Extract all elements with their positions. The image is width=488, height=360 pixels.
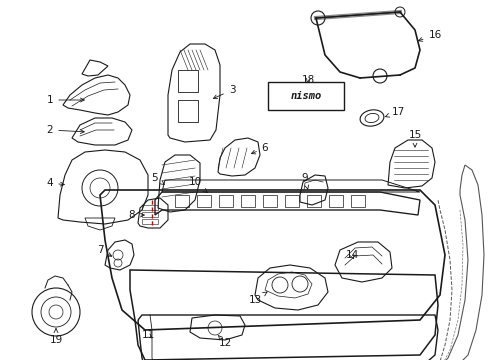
Text: 13: 13 (248, 292, 266, 305)
Text: 4: 4 (46, 178, 64, 188)
Text: 6: 6 (251, 143, 268, 154)
Text: 7: 7 (97, 245, 111, 256)
Text: 16: 16 (418, 30, 441, 41)
Text: 8: 8 (128, 210, 144, 220)
Text: 5: 5 (151, 173, 164, 184)
Text: 14: 14 (345, 250, 358, 260)
Text: 3: 3 (213, 85, 235, 99)
Text: 12: 12 (218, 335, 231, 348)
Text: 18: 18 (301, 75, 314, 85)
Text: 10: 10 (188, 177, 207, 193)
Text: 11: 11 (141, 330, 154, 340)
Text: 1: 1 (46, 95, 84, 105)
Text: nismo: nismo (290, 91, 321, 101)
Text: 15: 15 (407, 130, 421, 147)
Text: 19: 19 (49, 329, 62, 345)
Text: 2: 2 (46, 125, 84, 135)
Text: 17: 17 (385, 107, 404, 117)
Text: 9: 9 (301, 173, 308, 189)
